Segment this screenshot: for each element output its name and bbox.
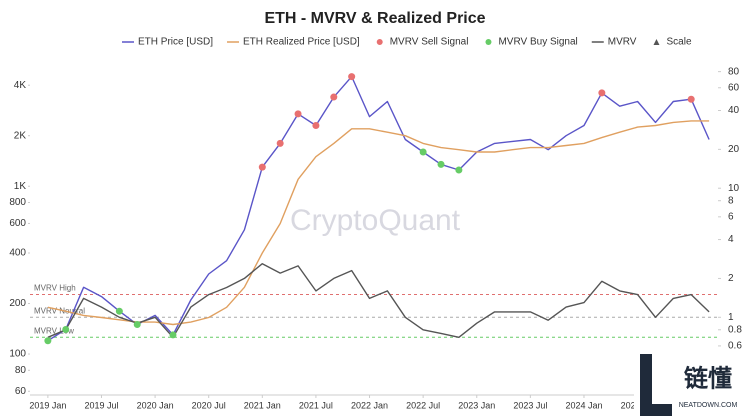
legend-swatch [653,39,660,45]
logo-mark [640,354,672,416]
y2-tick-label: 1 [728,312,734,323]
x-tick-label: 2022 Jul [406,400,440,410]
reference-label: MVRV Low [34,326,74,335]
y2-tick-label: 6 [728,211,734,222]
y2-tick-label: 40 [728,105,740,116]
y2-tick-label: 10 [728,183,740,194]
x-tick-label: 2023 Jan [458,400,495,410]
y2-tick-label: 80 [728,66,740,77]
y-tick-label: 4K [14,80,27,91]
signal-point [455,166,463,174]
y-tick-label: 80 [15,365,27,376]
chart-title: ETH - MVRV & Realized Price [264,10,485,27]
x-tick-label: 2019 Jul [84,400,118,410]
watermark: CryptoQuant [290,204,461,237]
signal-point [330,93,338,101]
x-tick-label: 2021 Jul [299,400,333,410]
legend-label: MVRV [608,37,637,48]
signal-point [133,320,141,328]
signal-point [294,110,302,118]
signal-point [598,89,606,97]
y2-tick-label: 2 [728,273,734,284]
signal-point [258,163,266,171]
y-tick-label: 400 [9,248,26,259]
x-tick-label: 2024 Jan [565,400,602,410]
logo-name: 链懂 [684,364,732,392]
y2-tick-label: 20 [728,144,740,155]
signal-point [312,122,320,130]
x-tick-label: 2021 Jan [244,400,281,410]
legend-swatch [376,39,383,45]
x-tick-label: 2022 Jan [351,400,388,410]
x-tick-label: 2023 Jul [513,400,547,410]
y-tick-label: 100 [9,349,26,360]
signal-point [348,73,356,81]
legend-label: ETH Price [USD] [138,37,213,48]
reference-label: MVRV Neutral [34,306,85,315]
reference-label: MVRV High [34,284,76,293]
x-tick-label: 2019 Jan [29,400,66,410]
signal-point [62,326,70,334]
y2-tick-label: 0.6 [728,341,742,352]
y-tick-label: 200 [9,298,26,309]
y-tick-label: 1K [14,181,27,192]
series-line [47,75,710,342]
y-tick-label: 2K [14,130,27,141]
signal-point [115,307,123,315]
signal-point [687,95,695,103]
y2-tick-label: 60 [728,82,740,93]
legend: ETH Price [USD] ETH Realized Price [USD] M… [122,37,692,48]
series-line [47,263,710,338]
legend-label: MVRV Sell Signal [390,37,469,48]
y-tick-label: 800 [9,197,26,208]
legend-swatch [485,39,492,45]
legend-label: Scale [666,37,691,48]
signal-point [419,148,427,156]
y-tick-label: 60 [15,386,27,397]
signal-point [169,331,177,339]
signal-point [44,337,52,345]
logo-domain: NEATDOWN.COM [679,402,738,409]
legend-label: ETH Realized Price [USD] [243,37,360,48]
y2-tick-label: 8 [728,195,734,206]
x-tick-label: 2020 Jan [137,400,174,410]
x-tick-label: 2020 Jul [192,400,226,410]
y2-tick-label: 4 [728,234,734,245]
signal-point [437,160,445,168]
series-line [47,120,710,326]
y-tick-label: 600 [9,218,26,229]
signal-point [276,139,284,147]
legend-label: MVRV Buy Signal [498,37,577,48]
y2-tick-label: 0.8 [728,324,742,335]
logo: 链懂 NEATDOWN.COM [634,352,750,419]
